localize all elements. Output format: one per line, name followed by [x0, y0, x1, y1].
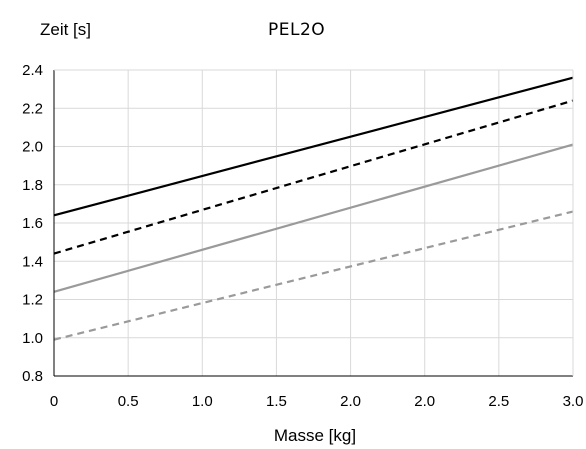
x-tick-label: 0.5 [118, 393, 139, 410]
y-tick-label: 1.6 [22, 215, 43, 232]
x-tick-label: 2.0 [340, 393, 361, 410]
plot-frame [53, 69, 574, 377]
tick-labels: 0 0.5 1.0 1.5 2.0 2.0 2.5 3.0 0.8 1.0 1.2 1.4 1.6 1.8… [22, 62, 583, 410]
grid [54, 70, 573, 376]
y-tick-label: 1.8 [22, 177, 43, 194]
x-tick-label: 2.0 [414, 393, 435, 410]
x-axis-label: Masse [kg] [273, 426, 357, 445]
y-axis-label: Zeit [s] [40, 20, 92, 39]
series-line-1 [53, 76, 574, 217]
x-tick-label: 1.0 [192, 393, 213, 410]
y-tick-label: 2.0 [22, 139, 43, 156]
series-line-2 [53, 99, 574, 255]
y-tick-label: 1.0 [22, 330, 43, 347]
y-tick-label: 2.4 [22, 62, 43, 79]
x-tick-label: 0 [50, 393, 58, 410]
y-tick-label: 0.8 [22, 368, 43, 385]
y-tick-label: 1.4 [22, 253, 43, 270]
y-tick-label: 1.2 [22, 292, 43, 309]
y-tick-label: 2.2 [22, 100, 43, 117]
series-line-3 [53, 143, 574, 293]
x-tick-label: 1.5 [266, 393, 287, 410]
chart-title: PEL2O [268, 20, 326, 40]
series-lines [53, 76, 574, 341]
series-line-4 [53, 210, 574, 341]
x-tick-label: 3.0 [563, 393, 584, 410]
x-tick-label: 2.5 [488, 393, 509, 410]
